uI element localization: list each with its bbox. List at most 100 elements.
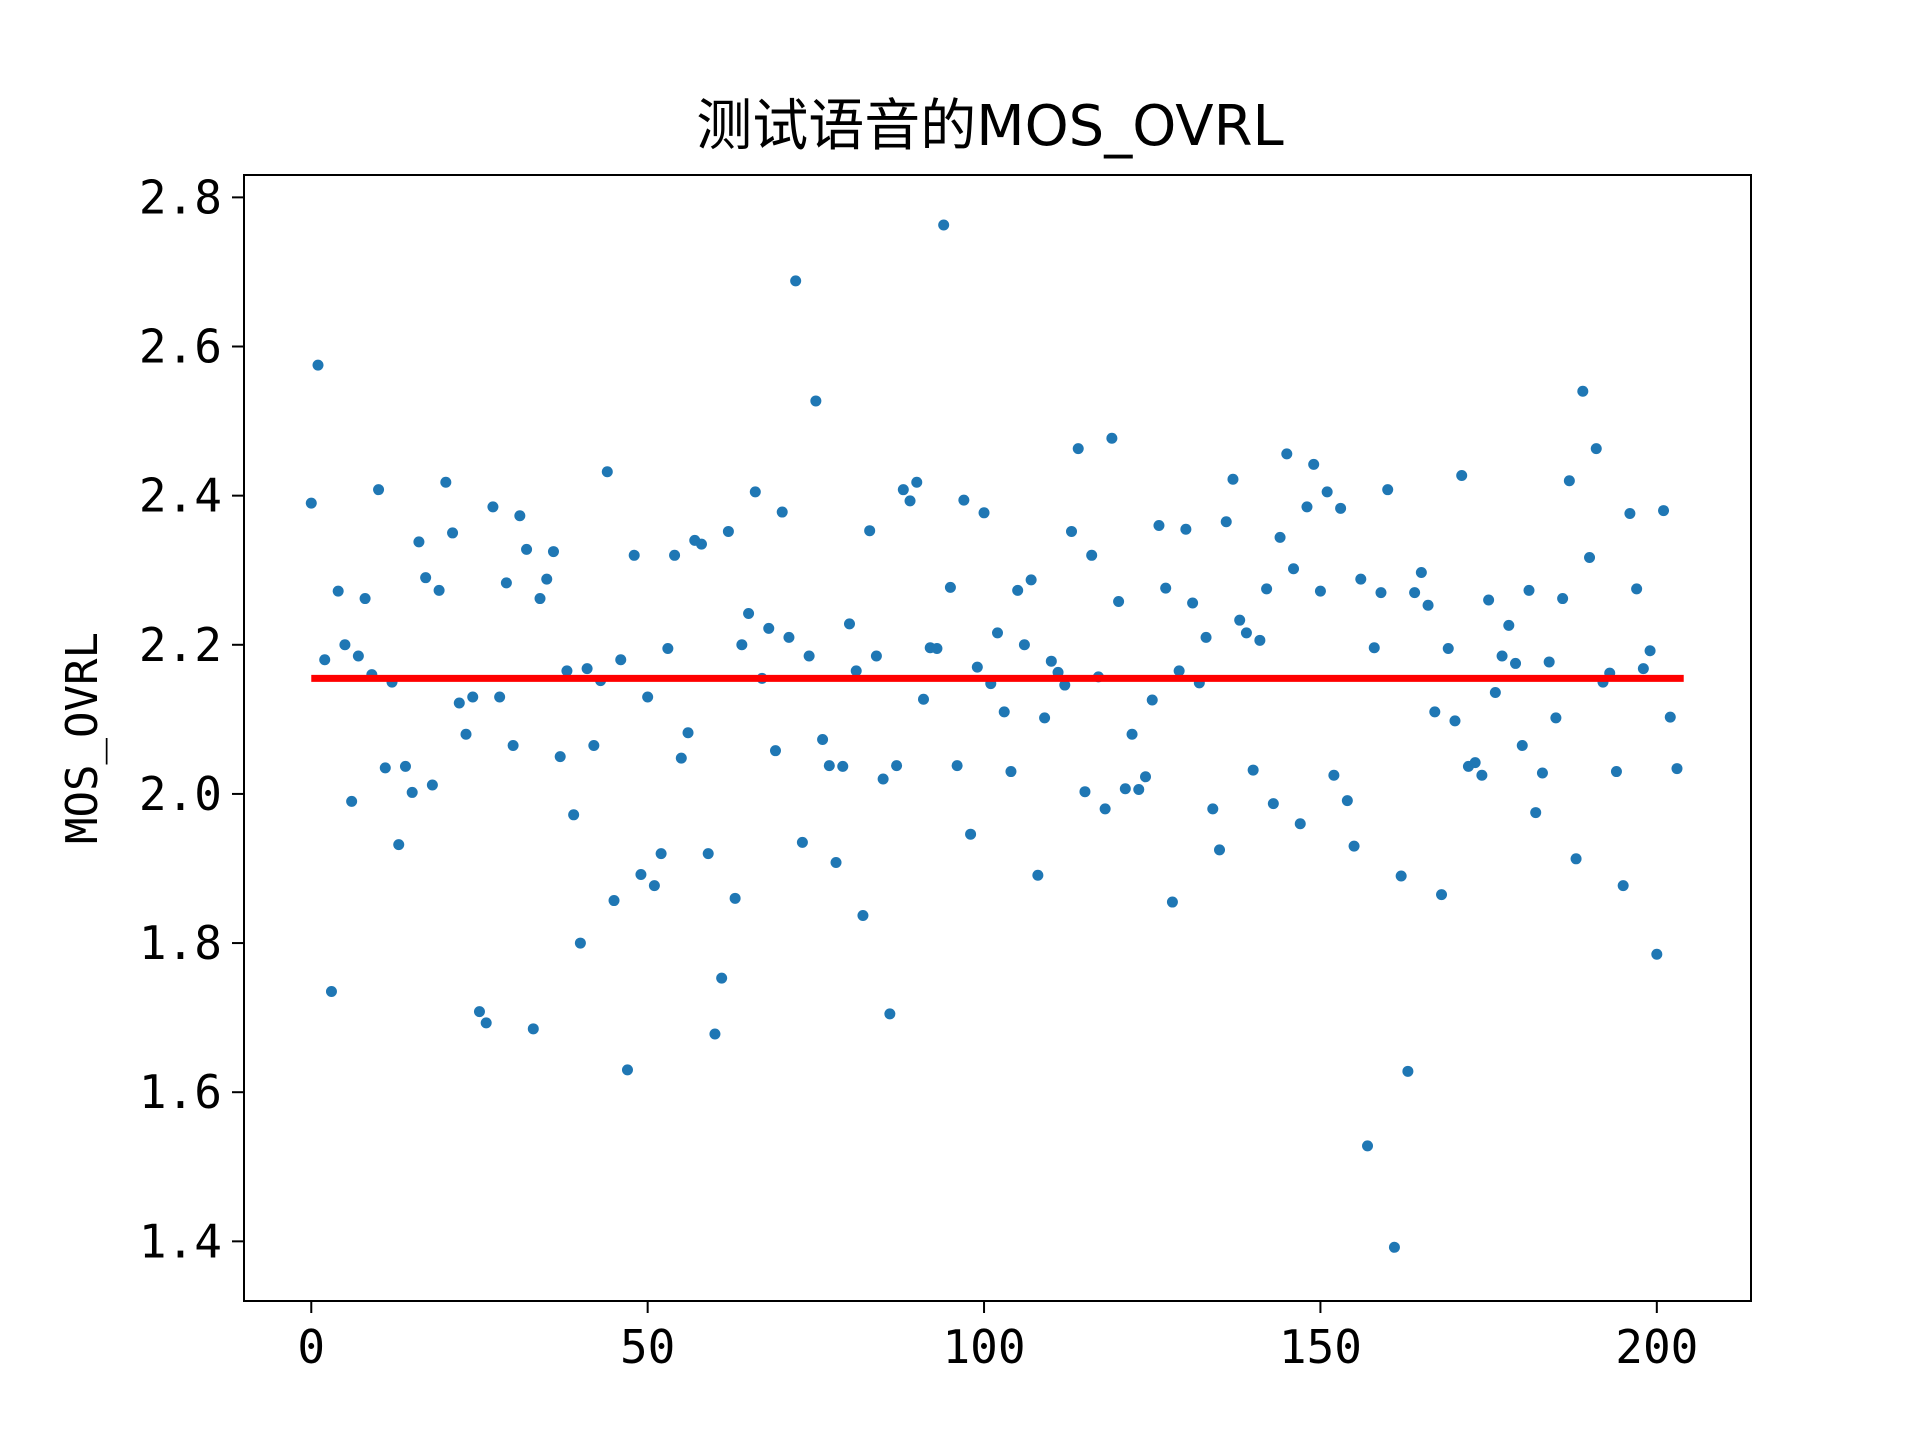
data-point <box>891 760 903 772</box>
data-point <box>1025 574 1037 586</box>
data-point <box>521 543 533 555</box>
data-point <box>1483 594 1495 606</box>
data-point <box>1140 771 1152 783</box>
data-point <box>1126 728 1138 740</box>
data-point <box>1220 516 1232 528</box>
y-tick-label: 2.6 <box>139 320 222 374</box>
data-point <box>971 661 983 673</box>
data-point <box>1166 896 1178 908</box>
data-point <box>870 650 882 662</box>
data-point <box>1341 795 1353 807</box>
data-point <box>1254 634 1266 646</box>
data-point <box>810 395 822 407</box>
data-point <box>850 665 862 677</box>
data-point <box>702 848 714 860</box>
data-point <box>1119 783 1131 795</box>
data-point <box>541 573 553 585</box>
data-point <box>931 643 943 655</box>
data-point <box>729 892 741 904</box>
data-point <box>884 1008 896 1020</box>
data-point <box>1388 1241 1400 1253</box>
data-point <box>601 466 613 478</box>
data-point <box>749 486 761 498</box>
data-point <box>1072 443 1084 455</box>
data-point <box>1146 694 1158 706</box>
data-point <box>608 895 620 907</box>
data-point <box>998 706 1010 718</box>
data-point <box>1617 880 1629 892</box>
data-point <box>312 359 324 371</box>
y-tick-label: 1.8 <box>139 916 222 970</box>
data-point <box>763 622 775 634</box>
x-tick-label: 150 <box>1279 1320 1362 1374</box>
data-point <box>951 760 963 772</box>
data-point <box>615 654 627 666</box>
data-point <box>965 828 977 840</box>
data-point <box>1267 798 1279 810</box>
data-point <box>1577 385 1589 397</box>
data-point <box>1503 619 1515 631</box>
data-point <box>1261 583 1273 595</box>
data-point <box>346 795 358 807</box>
data-point <box>554 751 566 763</box>
data-point <box>568 809 580 821</box>
y-tick-label: 2.2 <box>139 618 222 672</box>
data-point <box>1530 807 1542 819</box>
data-point <box>1516 739 1528 751</box>
data-point <box>1240 627 1252 639</box>
data-point <box>1086 549 1098 561</box>
data-point <box>1510 657 1522 669</box>
data-points <box>305 219 1683 1253</box>
data-point <box>393 839 405 851</box>
data-point <box>359 593 371 605</box>
data-point <box>1247 764 1259 776</box>
data-point <box>473 1006 485 1018</box>
chart-title: 测试语音的MOS_OVRL <box>696 94 1283 159</box>
data-point <box>1442 643 1454 655</box>
y-tick-label: 1.6 <box>139 1065 222 1119</box>
data-point <box>574 937 586 949</box>
data-point <box>467 691 479 703</box>
data-point <box>1543 656 1555 668</box>
data-point <box>413 536 425 548</box>
data-point <box>1214 844 1226 856</box>
data-point <box>648 880 660 892</box>
data-point <box>399 760 411 772</box>
data-point <box>480 1017 492 1029</box>
data-point <box>1489 687 1501 699</box>
y-axis-ticks: 1.4 1.6 1.8 2.0 2.2 2.4 2.6 2.8 <box>139 170 244 1268</box>
data-point <box>1314 585 1326 597</box>
data-point <box>1664 711 1676 723</box>
data-point <box>1281 448 1293 460</box>
data-point <box>709 1028 721 1040</box>
data-point <box>433 584 445 596</box>
data-point <box>447 527 459 539</box>
data-point <box>1173 665 1185 677</box>
data-point <box>1362 1140 1374 1152</box>
y-tick-label: 2.0 <box>139 767 222 821</box>
data-point <box>453 697 465 709</box>
data-point <box>1321 486 1333 498</box>
data-point <box>904 495 916 507</box>
data-point <box>1671 763 1683 775</box>
data-point <box>440 476 452 488</box>
data-point <box>1536 767 1548 779</box>
data-point <box>1436 889 1448 901</box>
data-point <box>1456 470 1468 482</box>
data-point <box>917 693 929 705</box>
data-point <box>1133 783 1145 795</box>
data-point <box>305 497 317 509</box>
data-point <box>325 986 337 998</box>
data-point <box>1469 757 1481 769</box>
data-point <box>817 733 829 745</box>
data-point <box>547 546 559 558</box>
data-point <box>1308 458 1320 470</box>
data-point <box>1651 948 1663 960</box>
data-point <box>736 639 748 651</box>
data-point <box>1335 502 1347 514</box>
plot-frame <box>243 174 1752 1302</box>
data-point <box>1590 443 1602 455</box>
data-point <box>1234 614 1246 626</box>
data-point <box>662 643 674 655</box>
data-point <box>716 972 728 984</box>
